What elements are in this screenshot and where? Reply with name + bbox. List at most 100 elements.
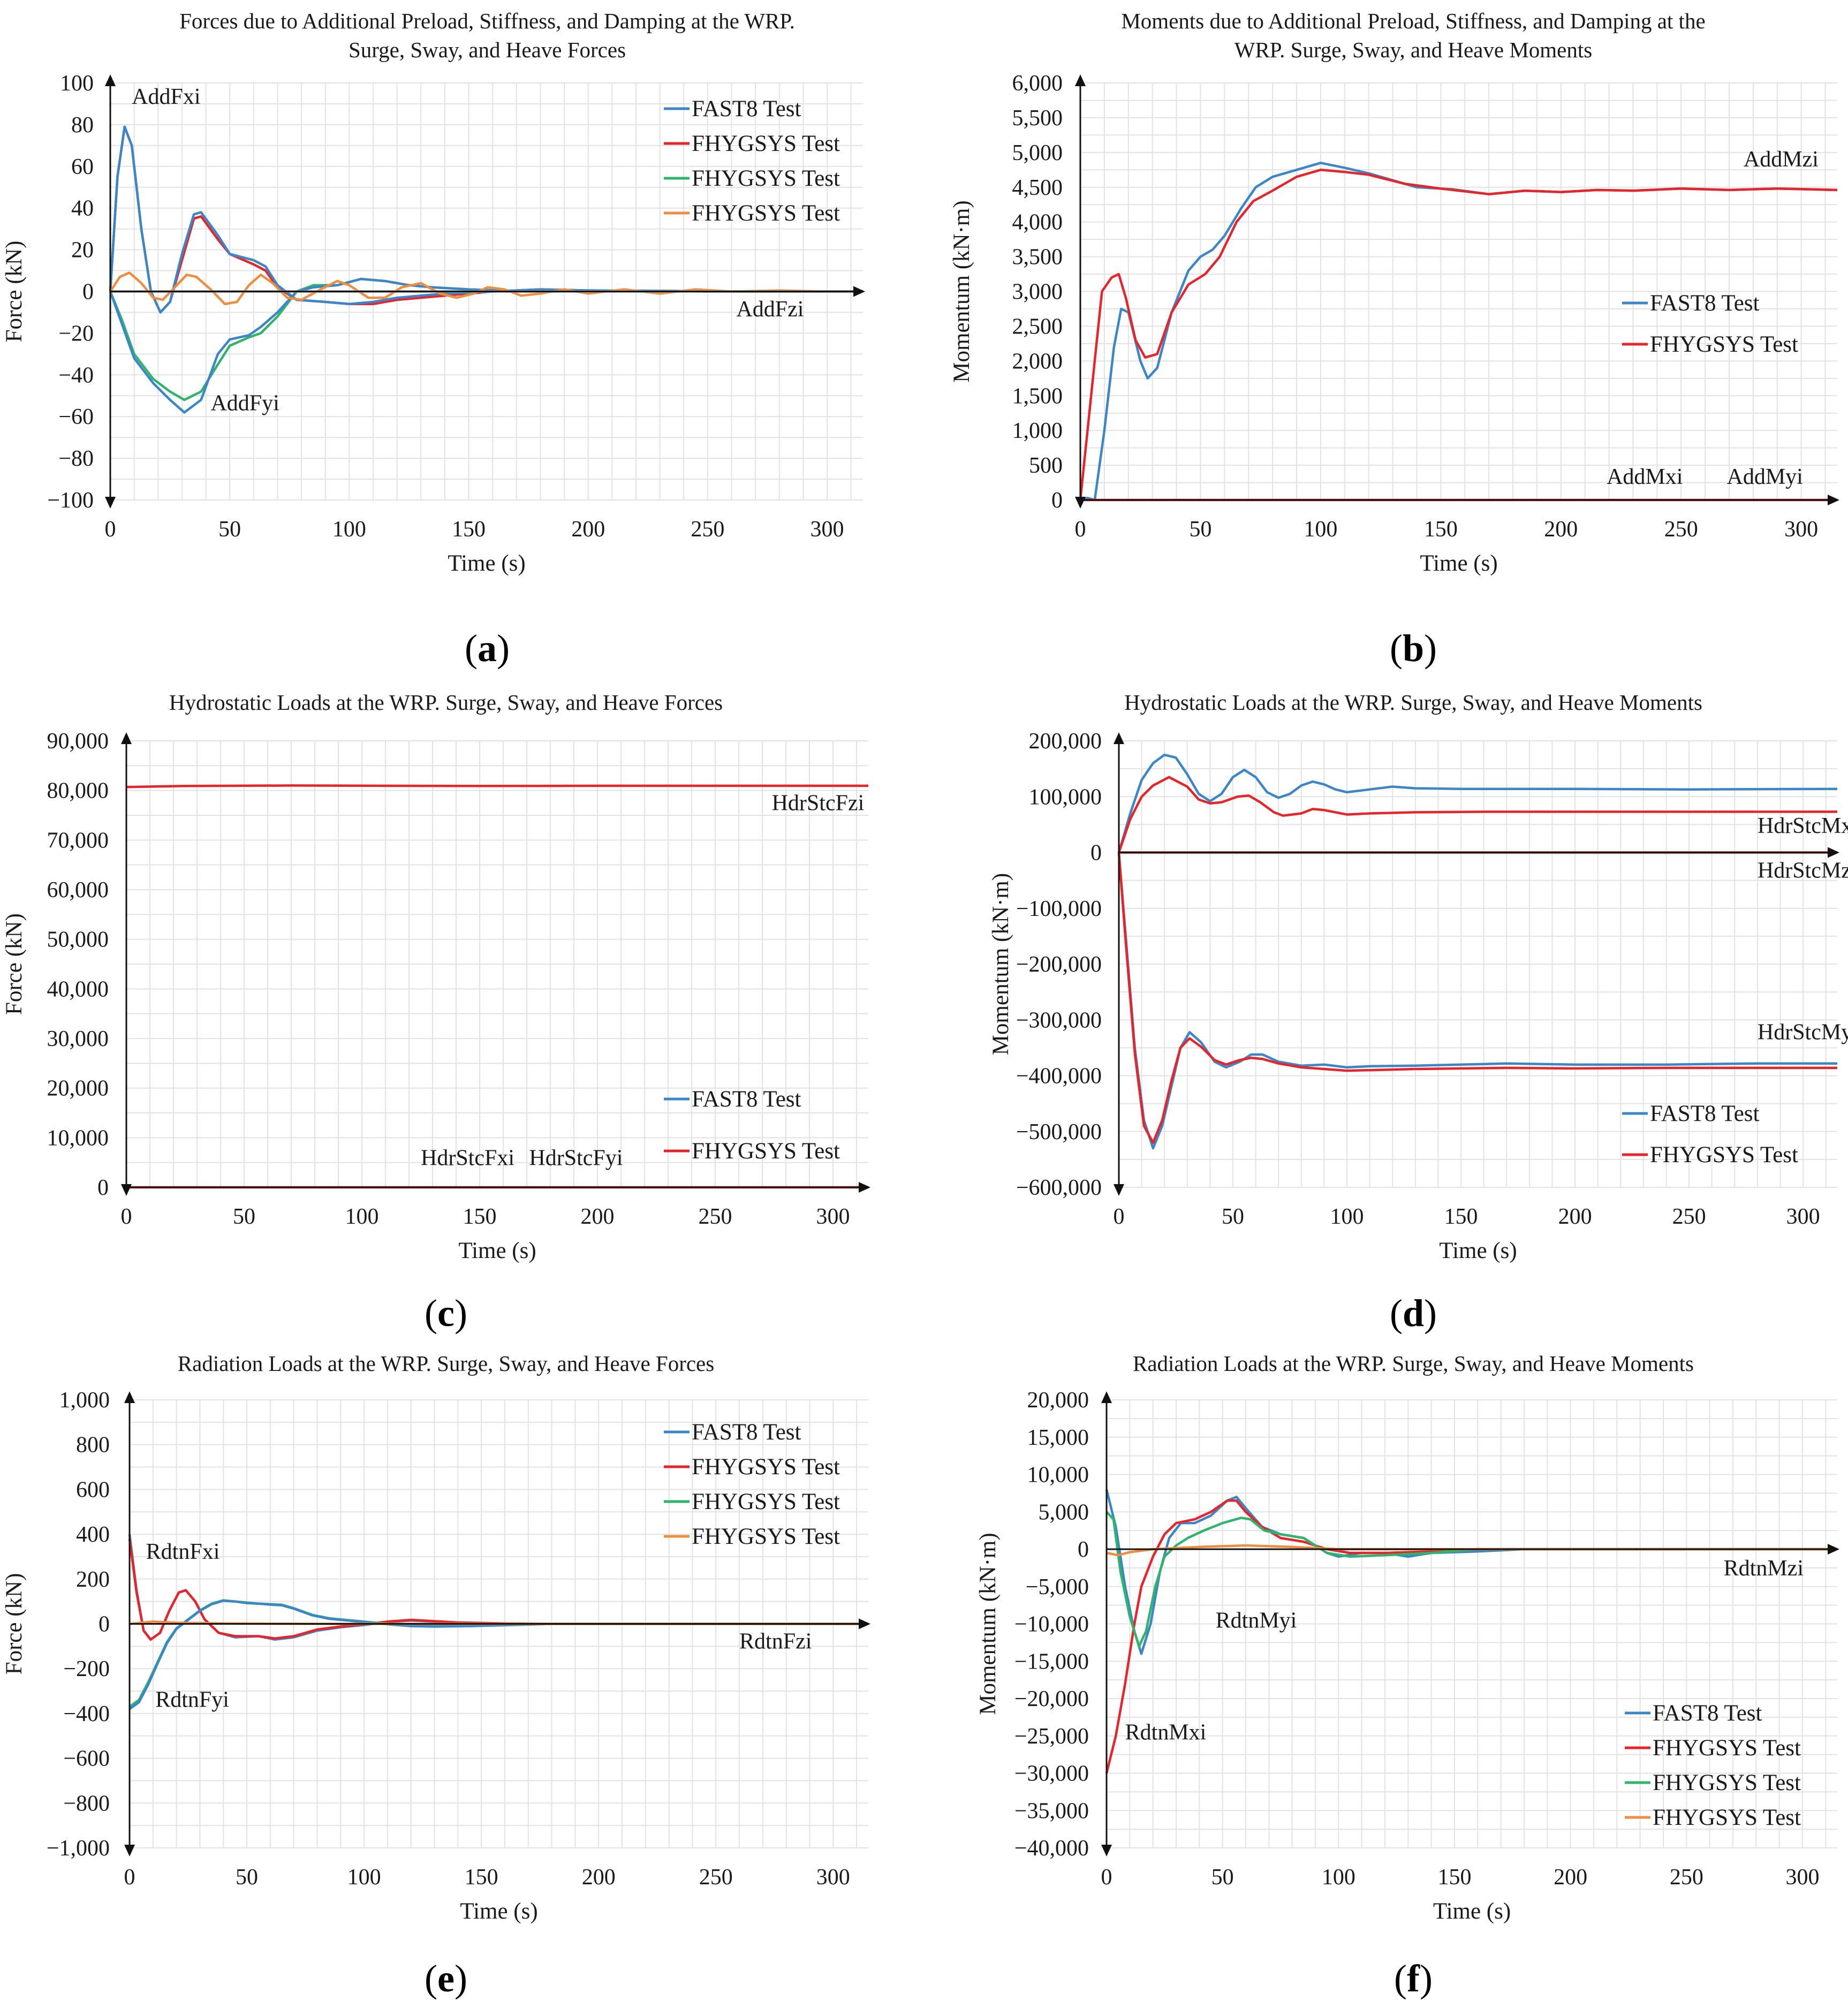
x-tick-label: 50 — [233, 1204, 255, 1229]
y-tick-label: 200 — [76, 1567, 110, 1592]
chart-title-f: Radiation Loads at the WRP. Surge, Sway,… — [985, 1349, 1842, 1378]
y-tick-label: 5,000 — [1039, 1500, 1089, 1525]
y-tick-label: 50,000 — [47, 928, 109, 952]
y-tick-label: 6,000 — [1012, 71, 1063, 96]
series-line — [1117, 852, 1837, 1150]
x-tick-label: 200 — [1558, 1204, 1592, 1229]
legend-f: FAST8 Test FHYGSYS Test FHYGSYS Test FHYGSY… — [1625, 1701, 1801, 1830]
y-axis-arrow-up — [124, 1391, 135, 1403]
chart-b: 05001,0001,5002,0002,5003,0003,5004,0004… — [949, 71, 1839, 576]
y-tick-label: 600 — [76, 1477, 110, 1502]
x-axis-label: Time (s) — [1439, 1238, 1517, 1263]
y-tick-label: −20,000 — [1014, 1687, 1089, 1711]
x-tick-label: 150 — [452, 517, 486, 542]
curve-label: RdtnFxi — [146, 1540, 220, 1564]
y-tick-label: 60 — [71, 155, 94, 179]
panel-label-paren: ) — [1419, 1957, 1433, 2000]
y-tick-label: −100,000 — [1016, 897, 1102, 921]
chart-title-line: Forces due to Additional Preload, Stiffn… — [179, 9, 795, 33]
y-tick-label: −800 — [63, 1791, 110, 1816]
curve-label: RdtnMyi — [1216, 1608, 1297, 1633]
series-group-e — [128, 1534, 868, 1710]
legend-d: FAST8 Test FHYGSYS Test — [1622, 1101, 1798, 1168]
axes-a — [105, 74, 865, 509]
grid-d — [1118, 740, 1837, 1188]
y-tick-label: 90,000 — [47, 729, 109, 754]
panel-label-paren: ) — [1424, 627, 1437, 670]
y-axis-arrow-up — [1101, 1391, 1112, 1403]
y-tick-label: 20,000 — [1027, 1388, 1089, 1413]
curve-label: AddFyi — [210, 391, 279, 416]
y-tick-label: −10,000 — [1014, 1612, 1089, 1637]
y-tick-label: −1,000 — [47, 1836, 110, 1861]
y-tick-label: 1,000 — [59, 1388, 110, 1413]
x-tick-label: 100 — [1330, 1204, 1364, 1229]
panel-label: (d) — [1360, 1291, 1467, 1336]
curve-label: AddMyi — [1727, 465, 1803, 489]
curve-label: HdrStcFxi — [421, 1146, 514, 1170]
x-tick-label: 0 — [105, 517, 116, 542]
y-tick-label: −25,000 — [1014, 1724, 1089, 1749]
series-line — [1117, 852, 1837, 1144]
x-axis-arrow — [1828, 847, 1839, 858]
legend-entry: FHYGSYS Test — [1650, 332, 1798, 357]
y-axis-arrow-down — [1101, 1845, 1112, 1856]
x-tick-label: 100 — [1322, 1865, 1355, 1890]
legend-entry: FHYGSYS Test — [1650, 1142, 1798, 1168]
panel-label-letter: d — [1402, 1292, 1425, 1335]
series-line — [1105, 1511, 1837, 1648]
x-tick-label: 200 — [1544, 517, 1578, 542]
x-tick-label: 150 — [1438, 1865, 1472, 1890]
panel-label-paren: ) — [454, 1957, 467, 2000]
legend-entry: FHYGSYS Test — [692, 201, 840, 226]
legend-entry: FHYGSYS Test — [692, 1139, 840, 1164]
x-tick-label: 250 — [1664, 517, 1698, 542]
y-tick-label: 5,500 — [1012, 106, 1063, 131]
panel-label: (e) — [392, 1957, 499, 2001]
y-tick-label: 2,500 — [1012, 314, 1063, 339]
x-axis-label: Time (s) — [458, 1238, 536, 1263]
chart-title-e: Radiation Loads at the WRP. Surge, Sway,… — [18, 1349, 874, 1378]
x-tick-label: 50 — [1211, 1865, 1234, 1890]
x-tick-label: 250 — [1670, 1865, 1703, 1890]
y-axis-arrow-down — [1114, 1184, 1124, 1196]
y-tick-label: 3,000 — [1012, 280, 1063, 305]
y-tick-label: 0 — [1078, 1537, 1089, 1562]
x-axis-arrow — [853, 286, 865, 297]
axes-b — [1075, 74, 1839, 509]
y-tick-label: 20 — [71, 238, 94, 263]
y-tick-label: 80,000 — [47, 779, 109, 804]
chart-d: −600,000 −500,000 −400,000 −300,000 −200,000… — [988, 729, 1848, 1263]
grid-c — [126, 740, 868, 1188]
x-tick-label: 50 — [218, 517, 241, 542]
y-tick-label: 0 — [97, 1176, 109, 1200]
chart-c: 0 10,000 20,000 30,000 40,000 50,000 60,000 70,… — [2, 729, 870, 1263]
x-tick-label: 100 — [347, 1865, 381, 1890]
y-tick-label: 0 — [1090, 841, 1102, 866]
x-tick-label: 250 — [1672, 1204, 1706, 1229]
x-tick-label: 150 — [463, 1204, 497, 1229]
x-tick-label: 100 — [1304, 517, 1337, 542]
series-group-d — [1117, 753, 1838, 1150]
y-tick-label: 200,000 — [1029, 729, 1102, 754]
panel-label-letter: b — [1402, 627, 1425, 670]
chart-title-a: Forces due to Additional Preload, Stiffn… — [59, 6, 915, 64]
chart-title-c: Hydrostatic Loads at the WRP. Surge, Swa… — [18, 688, 874, 717]
x-tick-label: 0 — [124, 1865, 135, 1890]
legend-entry: FHYGSYS Test — [692, 1454, 840, 1480]
series-line — [1117, 776, 1837, 853]
panel-label-letter: a — [478, 627, 497, 670]
panel-label-paren: ) — [1424, 1292, 1437, 1335]
axes-f — [1101, 1391, 1839, 1856]
series-group-c — [126, 784, 868, 1189]
panel-label: (b) — [1360, 626, 1467, 671]
y-tick-label: −400,000 — [1016, 1064, 1102, 1089]
x-axis-arrow — [859, 1618, 870, 1629]
y-tick-label: −100 — [47, 488, 94, 513]
y-tick-label: −600,000 — [1016, 1176, 1102, 1200]
y-tick-label: 0 — [1051, 488, 1063, 513]
chart-title-line: Hydrostatic Loads at the WRP. Surge, Swa… — [169, 690, 723, 715]
x-tick-label: 0 — [1075, 517, 1086, 542]
y-tick-label: −200 — [63, 1657, 110, 1681]
